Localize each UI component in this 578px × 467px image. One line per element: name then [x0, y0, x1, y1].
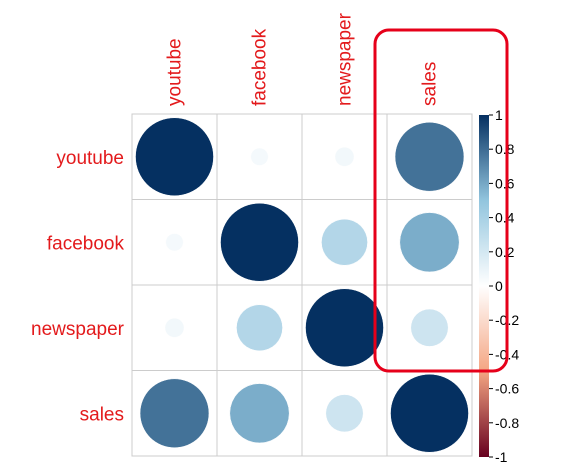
- col-label-youtube: youtube: [165, 38, 186, 106]
- colorbar-gradient: [479, 115, 489, 457]
- corr-circle-sales-youtube: [139, 378, 210, 448]
- column-labels: youtube facebook newspaper sales: [165, 12, 441, 106]
- corr-circle-facebook-sales: [399, 212, 460, 273]
- colorbar-tick-label: 0: [495, 278, 503, 294]
- corr-circle-newspaper-sales: [410, 308, 449, 347]
- row-label-facebook: facebook: [47, 233, 125, 254]
- col-label-sales: sales: [420, 62, 441, 106]
- corr-circle-newspaper-youtube: [164, 317, 185, 338]
- corr-circle-youtube-sales: [394, 122, 465, 192]
- colorbar-tick-label: -0.8: [495, 415, 519, 431]
- corr-circle-youtube-facebook: [250, 147, 269, 166]
- row-labels: youtube facebook newspaper sales: [31, 148, 125, 426]
- colorbar-tick-label: 0.6: [495, 175, 515, 191]
- col-label-newspaper: newspaper: [335, 12, 356, 106]
- row-label-sales: sales: [80, 404, 124, 425]
- colorbar-tick-label: -0.6: [495, 381, 519, 397]
- corr-circle-youtube-youtube: [135, 117, 214, 196]
- highlight-box: [373, 28, 509, 373]
- col-label-facebook: facebook: [250, 28, 271, 106]
- row-label-youtube: youtube: [56, 148, 124, 169]
- colorbar-tick-label: 0.2: [495, 244, 515, 260]
- colorbar-tick-label: 0.8: [495, 141, 515, 157]
- sales-highlight-box: [373, 28, 509, 373]
- corr-circle-newspaper-newspaper: [305, 288, 384, 367]
- colorbar-tick-label: 0.4: [495, 210, 515, 226]
- corr-circle-sales-facebook: [229, 383, 290, 444]
- corr-circle-facebook-facebook: [220, 203, 299, 282]
- colorbar-tick-label: -1: [495, 449, 508, 465]
- corr-circle-sales-sales: [390, 374, 469, 453]
- corr-circle-sales-newspaper: [325, 394, 364, 433]
- colorbar-tick-label: 1: [495, 107, 503, 123]
- row-label-newspaper: newspaper: [31, 319, 125, 340]
- correlation-circles: [135, 117, 469, 453]
- corr-circle-youtube-newspaper: [334, 146, 355, 167]
- colorbar: 10.80.60.40.20-0.2-0.4-0.6-0.8-1: [479, 107, 519, 465]
- corr-circle-newspaper-facebook: [236, 304, 283, 352]
- corr-circle-facebook-youtube: [165, 233, 184, 252]
- corr-circle-facebook-newspaper: [321, 218, 368, 266]
